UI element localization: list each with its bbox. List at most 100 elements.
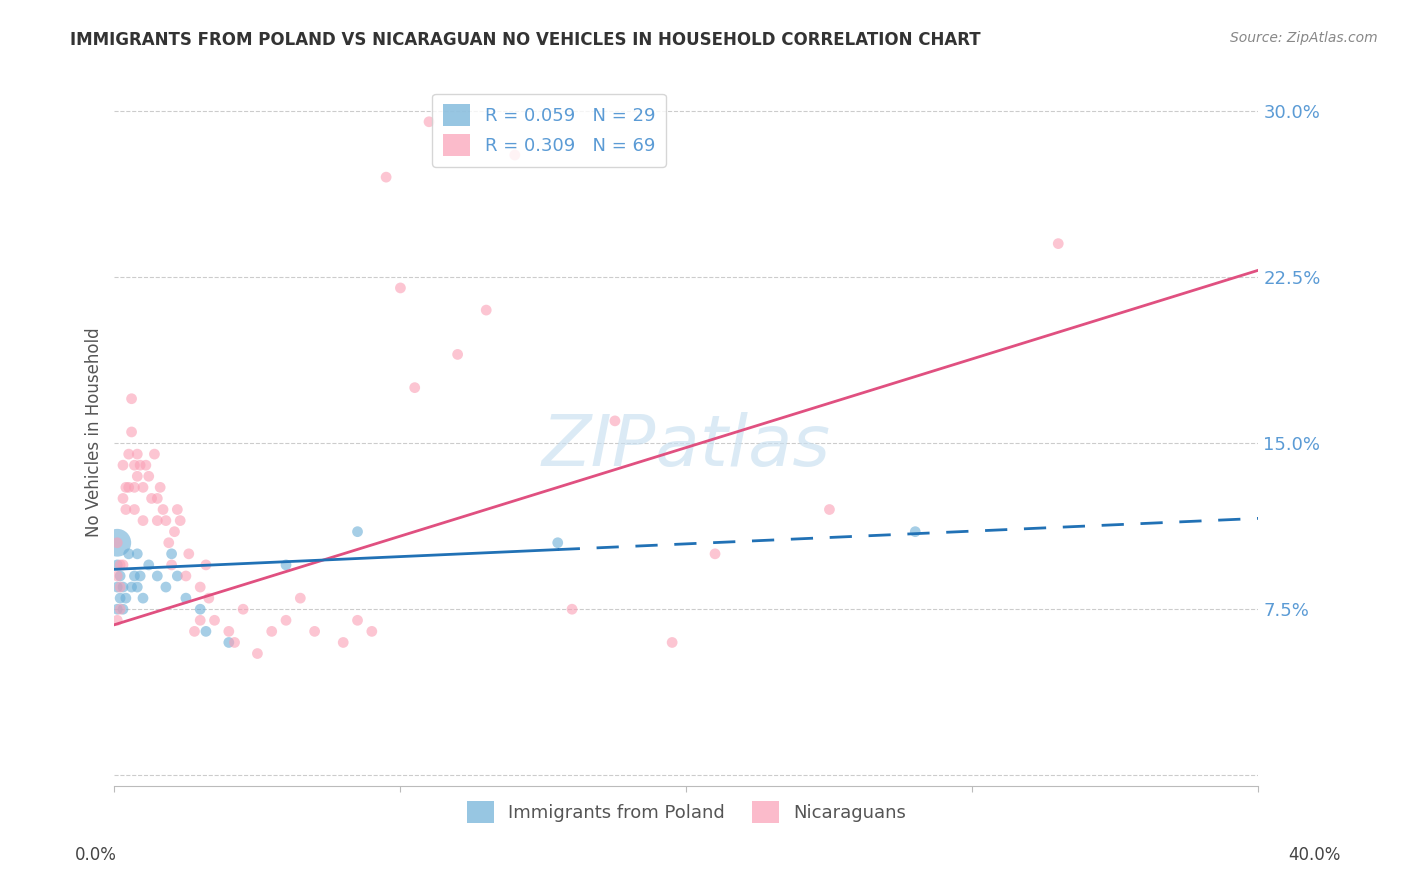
Point <box>118 447 141 461</box>
Point <box>129 569 152 583</box>
Point <box>166 502 188 516</box>
Point <box>115 591 138 606</box>
Point <box>157 535 180 549</box>
Point <box>346 613 368 627</box>
Point <box>121 392 143 406</box>
Point <box>108 569 131 583</box>
Point <box>111 558 134 572</box>
Point <box>188 613 211 627</box>
Point <box>105 535 128 549</box>
Point <box>121 580 143 594</box>
Point <box>138 469 160 483</box>
Text: IMMIGRANTS FROM POLAND VS NICARAGUAN NO VEHICLES IN HOUSEHOLD CORRELATION CHART: IMMIGRANTS FROM POLAND VS NICARAGUAN NO … <box>70 31 981 49</box>
Point <box>661 635 683 649</box>
Point <box>124 502 146 516</box>
Point <box>124 480 146 494</box>
Point <box>446 347 468 361</box>
Point <box>260 624 283 639</box>
Point <box>246 647 269 661</box>
Text: ZIPatlas: ZIPatlas <box>541 411 831 481</box>
Point <box>183 624 205 639</box>
Point <box>603 414 626 428</box>
Point <box>561 602 583 616</box>
Point <box>127 447 149 461</box>
Point <box>118 547 141 561</box>
Point <box>121 425 143 439</box>
Point <box>155 580 177 594</box>
Point <box>160 547 183 561</box>
Text: 40.0%: 40.0% <box>1288 846 1341 863</box>
Point <box>132 591 155 606</box>
Point <box>105 535 128 549</box>
Point <box>169 514 191 528</box>
Point <box>818 502 841 516</box>
Point <box>704 547 727 561</box>
Point <box>108 558 131 572</box>
Point <box>111 580 134 594</box>
Point <box>304 624 326 639</box>
Point <box>174 569 197 583</box>
Point <box>111 458 134 473</box>
Point <box>115 502 138 516</box>
Point <box>188 580 211 594</box>
Point <box>188 602 211 616</box>
Point <box>389 281 412 295</box>
Point <box>105 558 128 572</box>
Point <box>290 591 312 606</box>
Point <box>115 480 138 494</box>
Point <box>105 569 128 583</box>
Point <box>194 558 217 572</box>
Point <box>1047 236 1070 251</box>
Point <box>149 480 172 494</box>
Point <box>163 524 186 539</box>
Point <box>404 381 426 395</box>
Legend: Immigrants from Poland, Nicaraguans: Immigrants from Poland, Nicaraguans <box>456 790 917 834</box>
Point <box>129 458 152 473</box>
Point <box>146 491 169 506</box>
Point <box>132 480 155 494</box>
Y-axis label: No Vehicles in Household: No Vehicles in Household <box>86 327 103 537</box>
Point <box>177 547 200 561</box>
Point <box>194 624 217 639</box>
Point <box>135 458 157 473</box>
Point <box>547 535 569 549</box>
Point <box>503 148 526 162</box>
Point <box>166 569 188 583</box>
Point <box>346 524 368 539</box>
Point <box>105 602 128 616</box>
Point <box>132 514 155 528</box>
Point <box>152 502 174 516</box>
Point <box>198 591 221 606</box>
Point <box>127 547 149 561</box>
Point <box>127 580 149 594</box>
Point <box>105 580 128 594</box>
Point <box>204 613 226 627</box>
Point <box>418 114 440 128</box>
Text: 0.0%: 0.0% <box>75 846 117 863</box>
Point <box>155 514 177 528</box>
Point <box>224 635 246 649</box>
Point <box>375 170 398 185</box>
Point <box>274 558 297 572</box>
Point <box>218 635 240 649</box>
Point <box>475 303 498 318</box>
Text: Source: ZipAtlas.com: Source: ZipAtlas.com <box>1230 31 1378 45</box>
Point <box>124 458 146 473</box>
Point <box>232 602 254 616</box>
Point <box>332 635 354 649</box>
Point <box>218 624 240 639</box>
Point <box>904 524 927 539</box>
Point <box>111 491 134 506</box>
Point <box>274 613 297 627</box>
Point <box>124 569 146 583</box>
Point <box>143 447 166 461</box>
Point <box>127 469 149 483</box>
Point <box>118 480 141 494</box>
Point <box>108 580 131 594</box>
Point <box>111 602 134 616</box>
Point <box>138 558 160 572</box>
Point <box>360 624 382 639</box>
Point <box>146 569 169 583</box>
Point <box>108 591 131 606</box>
Point <box>105 613 128 627</box>
